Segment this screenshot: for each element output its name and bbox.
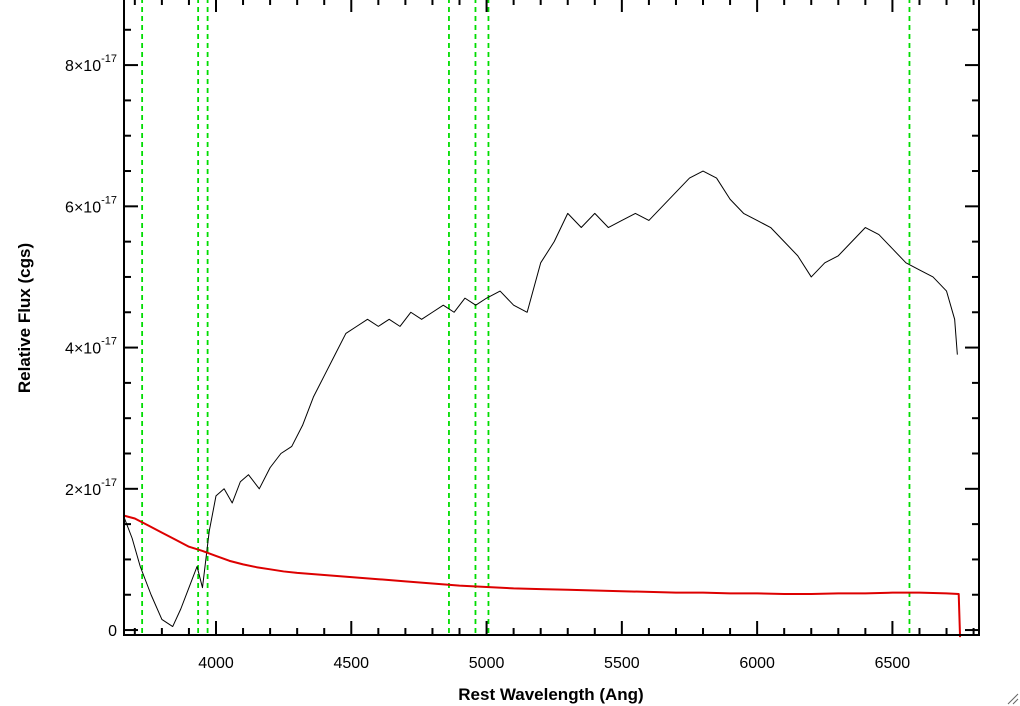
y-tick-label-0: 0 <box>108 623 117 640</box>
x-tick-label-1: 4500 <box>333 655 369 672</box>
reference-lines <box>141 0 911 635</box>
series-line-1 <box>123 514 962 638</box>
y-tick-label-1: 2×10-17 <box>65 477 117 499</box>
y-tick-label-4: 8×10-17 <box>65 53 117 75</box>
x-tick-label-0: 4000 <box>198 655 234 672</box>
x-tick-label-3: 5500 <box>604 655 640 672</box>
x-tick-label-4: 6000 <box>739 655 775 672</box>
x-tick-label-2: 5000 <box>469 655 505 672</box>
y-tick-label-2: 4×10-17 <box>65 336 117 358</box>
resize-grip-icon[interactable] <box>1007 693 1019 705</box>
x-tick-label-5: 6500 <box>875 655 911 672</box>
plot-frame <box>123 0 980 636</box>
tick-labels: 4000 4500 5000 5500 6000 6500 0 2×10-17 4×10-17 6… <box>65 53 910 672</box>
y-tick-label-3: 6×10-17 <box>65 194 117 216</box>
y-axis-title: Relative Flux (cgs) <box>15 243 34 393</box>
series-line-0 <box>123 170 958 628</box>
axis-ticks <box>124 0 979 635</box>
series-layer <box>123 170 962 638</box>
x-axis-title: Rest Wavelength (Ang) <box>458 685 643 704</box>
